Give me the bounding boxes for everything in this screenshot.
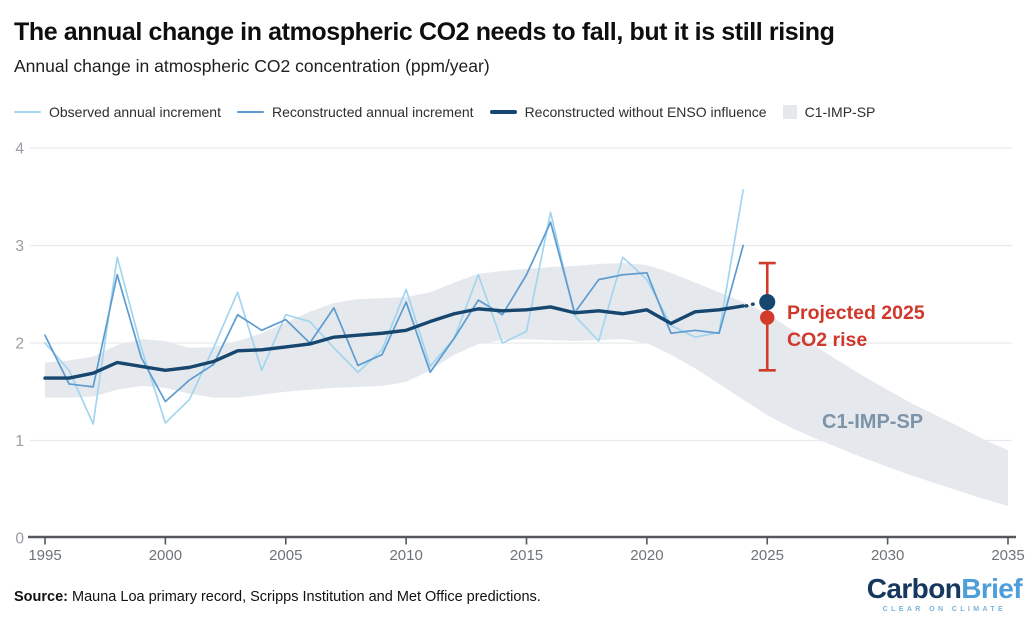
c1-imp-sp-band-swatch: [782, 105, 797, 119]
reconstructed-line-swatch: [237, 111, 264, 113]
enso-free-dotted-projection: [744, 301, 759, 308]
enso-free-line: [43, 304, 745, 380]
logo-tagline: CLEAR ON CLIMATE: [882, 606, 1007, 613]
projected-co2-rise-dot: [760, 310, 775, 325]
x-tick-label: 2010: [389, 547, 422, 564]
enso-free-line-swatch: [489, 110, 517, 114]
c1-imp-sp-band: [45, 263, 1008, 506]
carbonbrief-wordmark: CarbonBrief: [866, 573, 1023, 604]
legend-label: Reconstructed without ENSO influence: [524, 104, 767, 120]
logo-carbon: Carbon: [866, 573, 962, 604]
carbonbrief-logo: CarbonBrief CLEAR ON CLIMATE: [866, 573, 1023, 614]
y-tick-label: 1: [15, 433, 24, 450]
source-note: Source: Mauna Loa primary record, Scripp…: [14, 589, 541, 605]
x-tick-label: 2025: [751, 547, 784, 564]
x-tick-label: 2020: [630, 547, 663, 564]
legend-label: C1-IMP-SP: [804, 104, 876, 120]
legend-item-c1-imp-sp: C1-IMP-SP: [782, 104, 876, 120]
chart-subtitle: Annual change in atmospheric CO2 concent…: [14, 56, 490, 76]
x-tick-label: 2035: [991, 547, 1024, 564]
observed-line-swatch: [14, 111, 41, 113]
x-tick-label: 2000: [149, 547, 182, 564]
x-tick-label: 1995: [28, 547, 61, 564]
reconstructed-line: [44, 221, 745, 403]
legend-item-observed: Observed annual increment: [14, 104, 221, 120]
projected-enso-free-dot: [759, 294, 776, 311]
legend-item-reconstructed: Reconstructed annual increment: [237, 104, 474, 120]
legend-label: Reconstructed annual increment: [272, 104, 474, 120]
projected-2025-annotation-line2: CO2 rise: [787, 329, 867, 351]
legend-label: Observed annual increment: [49, 104, 221, 120]
observed-line: [44, 189, 745, 425]
page-title: The annual change in atmospheric CO2 nee…: [14, 18, 835, 46]
legend-item-enso-free: Reconstructed without ENSO influence: [489, 104, 767, 120]
data-lines-layer: [43, 189, 745, 425]
axis-layer: 1995 2000 2005 2010 2015 2020 2025 2030 2035 0 1 2 3…: [15, 141, 1024, 565]
y-tick-label: 2: [15, 336, 24, 353]
y-tick-label: 4: [15, 141, 24, 158]
co2-annual-change-plot: 1995 2000 2005 2010 2015 2020 2025 2030 2035 0 1 2 3…: [15, 141, 1024, 565]
source-text: Mauna Loa primary record, Scripps Instit…: [68, 589, 541, 605]
x-tick-label: 2015: [510, 547, 543, 564]
logo-brief: Brief: [961, 573, 1022, 604]
projection-layer: [744, 261, 776, 372]
y-tick-label: 3: [15, 238, 24, 255]
c1-imp-sp-band-label: C1-IMP-SP: [822, 411, 923, 433]
y-tick-label: 0: [15, 531, 24, 548]
source-prefix: Source:: [14, 589, 68, 605]
projected-2025-annotation-line1: Projected 2025: [787, 302, 925, 324]
legend: Observed annual increment Reconstructed …: [14, 104, 875, 120]
scenario-band-layer: [45, 263, 1008, 506]
x-tick-label: 2030: [871, 547, 904, 564]
x-tick-label: 2005: [269, 547, 302, 564]
